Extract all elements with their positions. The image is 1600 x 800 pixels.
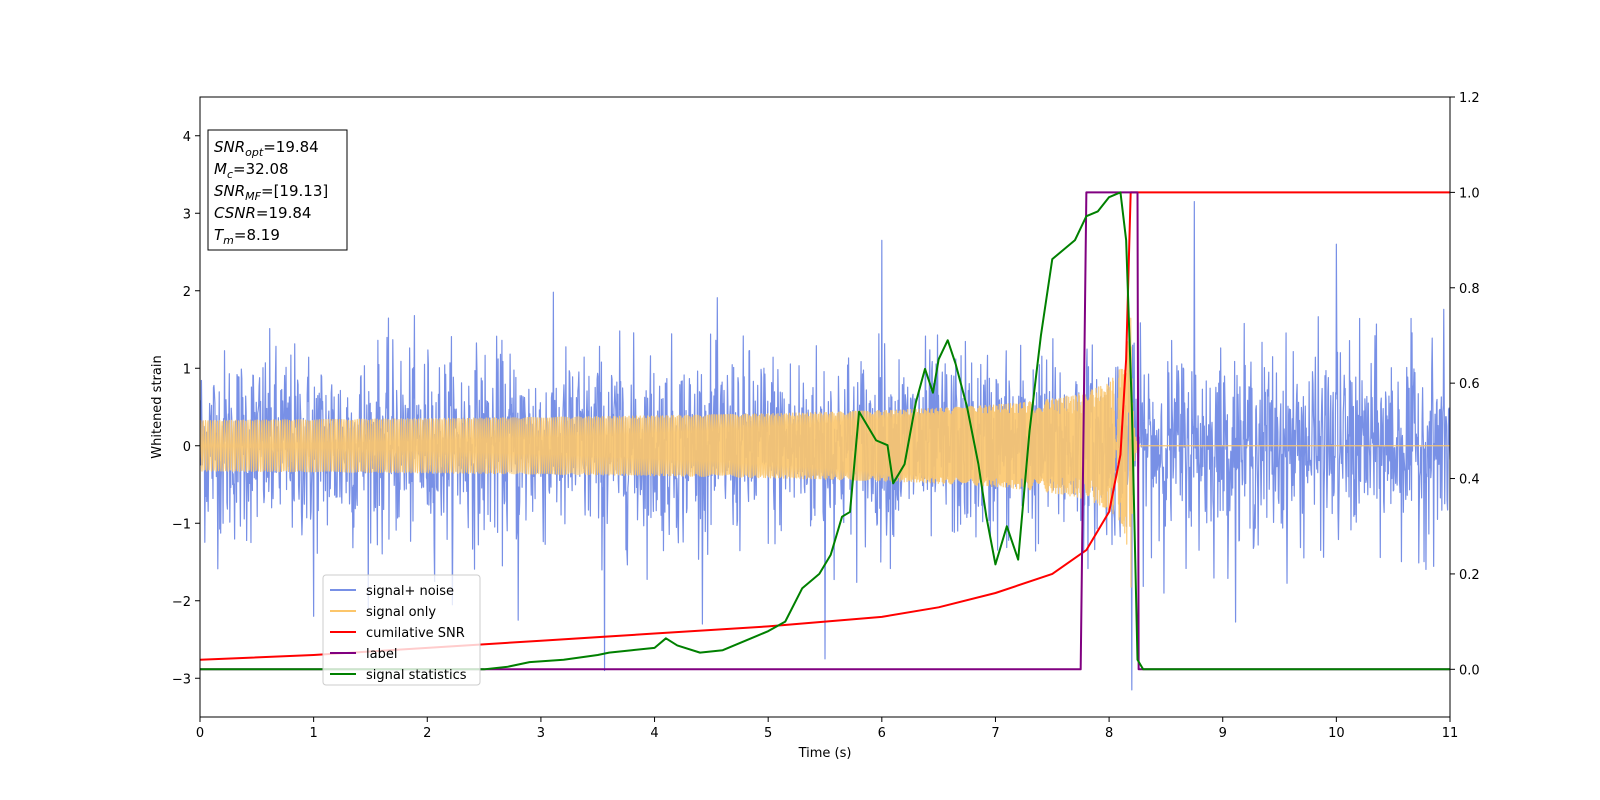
annotation-symbol: SNR bbox=[214, 138, 245, 156]
y-tick-label: 1 bbox=[183, 362, 191, 377]
x-tick-label: 10 bbox=[1328, 726, 1345, 741]
y-tick-label: 2 bbox=[183, 285, 191, 300]
annotation-subscript: c bbox=[227, 168, 233, 181]
x-tick-label: 11 bbox=[1442, 726, 1459, 741]
y2-tick-label: 0.6 bbox=[1459, 377, 1480, 392]
series-signal-statistics bbox=[200, 191, 1450, 671]
series-signal-only bbox=[200, 317, 1450, 588]
annotation-box: SNRopt=19.84Mc=32.08SNRMF=[19.13]CSNR=19… bbox=[207, 129, 348, 251]
legend-label: signal statistics bbox=[366, 668, 467, 683]
x-tick-label: 9 bbox=[1219, 726, 1227, 741]
annotation-symbol: SNR bbox=[214, 182, 245, 200]
y2-tick-label: 0.4 bbox=[1459, 473, 1480, 488]
x-tick-label: 0 bbox=[196, 726, 204, 741]
x-tick-label: 5 bbox=[764, 726, 772, 741]
y2-tick-label: 0.2 bbox=[1459, 568, 1480, 583]
legend-label: label bbox=[366, 647, 397, 662]
annotation-value: =8.19 bbox=[234, 226, 280, 244]
x-tick-label: 7 bbox=[991, 726, 999, 741]
annotation-subscript: m bbox=[223, 234, 234, 247]
legend-label: signal only bbox=[366, 605, 436, 620]
annotation-line: SNRMF=[19.13] bbox=[214, 182, 328, 203]
x-tick-label: 1 bbox=[309, 726, 317, 741]
y-tick-label: −2 bbox=[172, 595, 191, 610]
x-tick-label: 8 bbox=[1105, 726, 1113, 741]
annotation-value: =19.84 bbox=[263, 138, 319, 156]
annotation-value: =19.84 bbox=[256, 204, 312, 222]
annotation-symbol: CSNR bbox=[214, 204, 256, 222]
y2-tick-label: 1.2 bbox=[1459, 91, 1480, 106]
annotation-subscript: opt bbox=[245, 146, 264, 159]
x-tick-label: 3 bbox=[537, 726, 545, 741]
annotation-line: CSNR=19.84 bbox=[214, 204, 311, 222]
plot-frame bbox=[199, 96, 1451, 718]
y-axis-left: −3 −2 −1 0 1 2 3 4 bbox=[172, 130, 200, 687]
annotation-line: Mc=32.08 bbox=[214, 160, 289, 181]
annotation-value: =32.08 bbox=[233, 160, 289, 178]
annotation-symbol: T bbox=[214, 226, 225, 244]
legend-label: cumilative SNR bbox=[366, 626, 465, 641]
annotation-line: SNRopt=19.84 bbox=[214, 138, 319, 159]
x-axis-label: Time (s) bbox=[798, 746, 852, 761]
y-tick-label: −3 bbox=[172, 672, 191, 687]
x-axis: 0 1 2 3 4 5 6 7 8 9 10 11 bbox=[196, 717, 1458, 741]
annotation-value: =[19.13] bbox=[261, 182, 328, 200]
legend-label: signal+ noise bbox=[366, 584, 454, 599]
y-tick-label: 0 bbox=[183, 440, 191, 455]
y-tick-label: −1 bbox=[172, 517, 191, 532]
y-axis-right: 0.0 0.2 0.4 0.6 0.8 1.0 1.2 bbox=[1450, 91, 1480, 678]
series-layer bbox=[200, 191, 1450, 691]
x-tick-label: 4 bbox=[650, 726, 658, 741]
y2-tick-label: 1.0 bbox=[1459, 186, 1480, 201]
legend: signal+ noise signal only cumilative SNR la… bbox=[322, 574, 481, 686]
y-axis-label: Whitened strain bbox=[150, 355, 165, 458]
annotation-line: Tm=8.19 bbox=[214, 226, 280, 247]
y-tick-label: 3 bbox=[183, 207, 191, 222]
x-tick-label: 6 bbox=[878, 726, 886, 741]
x-tick-label: 2 bbox=[423, 726, 431, 741]
y-tick-label: 4 bbox=[183, 130, 191, 145]
y2-tick-label: 0.8 bbox=[1459, 282, 1480, 297]
annotation-symbol: M bbox=[214, 160, 227, 178]
annotation-subscript: MF bbox=[245, 190, 261, 203]
y2-tick-label: 0.0 bbox=[1459, 663, 1480, 678]
